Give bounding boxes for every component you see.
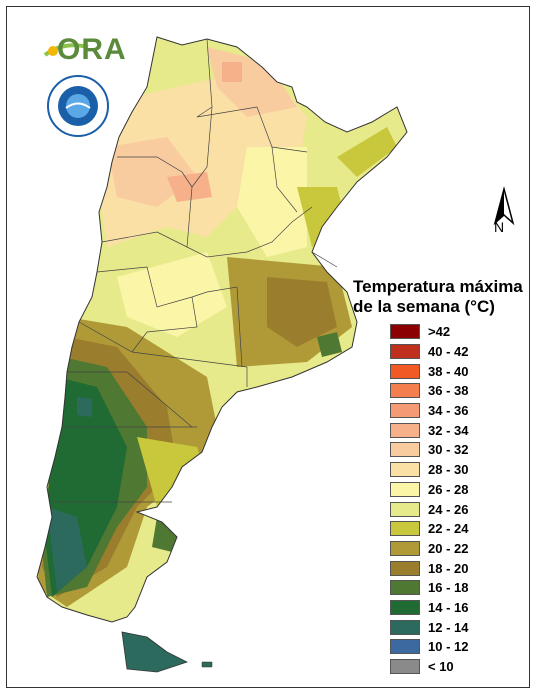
- legend-item: 40 - 42: [390, 342, 468, 362]
- legend-title-line2: de la semana (°C): [353, 297, 495, 316]
- legend-title: Temperatura máxima de la semana (°C): [353, 277, 538, 317]
- legend-swatch: [390, 560, 420, 576]
- island: [201, 661, 213, 668]
- north-arrow-icon: [493, 186, 515, 226]
- legend-swatch: [390, 639, 420, 655]
- legend-label: 28 - 30: [428, 462, 469, 478]
- legend-label: 18 - 20: [428, 560, 469, 576]
- legend-item: 20 - 22: [390, 539, 468, 559]
- legend-item: 12 - 14: [390, 617, 468, 637]
- legend-item: 36 - 38: [390, 381, 468, 401]
- legend-swatch: [390, 619, 420, 635]
- legend-label: 10 - 12: [428, 639, 469, 655]
- legend-label: 30 - 32: [428, 442, 469, 458]
- legend-item: 24 - 26: [390, 499, 468, 519]
- legend-label: 22 - 24: [428, 521, 469, 537]
- legend-swatch: [390, 540, 420, 556]
- legend-title-line1: Temperatura máxima: [353, 277, 523, 296]
- legend-swatch: [390, 403, 420, 419]
- legend-list: >42 40 - 42 38 - 40 36 - 38 34 - 36 32 - 34 30…: [390, 322, 468, 676]
- north-label: N: [494, 219, 505, 235]
- legend-label: 16 - 18: [428, 580, 469, 596]
- legend-swatch: [390, 363, 420, 379]
- ora-logo-icon: [43, 43, 89, 57]
- legend-swatch: [390, 481, 420, 497]
- country-outline: [36, 36, 408, 623]
- legend-swatch: [390, 580, 420, 596]
- legend-label: 12 - 14: [428, 619, 469, 635]
- legend-swatch: [390, 422, 420, 438]
- legend-label: 26 - 28: [428, 481, 469, 497]
- legend-swatch: [390, 521, 420, 537]
- legend-item: 14 - 16: [390, 598, 468, 618]
- legend-item: 38 - 40: [390, 361, 468, 381]
- legend-label: 24 - 26: [428, 501, 469, 517]
- legend-item: >42: [390, 322, 468, 342]
- legend-swatch: [390, 383, 420, 399]
- legend-item: 28 - 30: [390, 460, 468, 480]
- legend-label: 32 - 34: [428, 422, 469, 438]
- legend-label: < 10: [428, 659, 454, 675]
- legend-item: 18 - 20: [390, 558, 468, 578]
- legend-item: 16 - 18: [390, 578, 468, 598]
- smn-seal-icon: [47, 75, 109, 137]
- legend-swatch: [390, 501, 420, 517]
- legend-item: 32 - 34: [390, 420, 468, 440]
- legend-item: < 10: [390, 657, 468, 677]
- legend-item: 30 - 32: [390, 440, 468, 460]
- argentina-temperature-map: [36, 36, 408, 673]
- legend-label: 14 - 16: [428, 599, 469, 615]
- legend-label: 34 - 36: [428, 403, 469, 419]
- province-boundaries: [52, 38, 338, 503]
- legend-label: 38 - 40: [428, 363, 469, 379]
- legend-item: 26 - 28: [390, 480, 468, 500]
- legend-swatch: [390, 659, 420, 675]
- legend-label: 36 - 38: [428, 383, 469, 399]
- legend-swatch: [390, 344, 420, 360]
- legend-item: 10 - 12: [390, 637, 468, 657]
- legend-item: 34 - 36: [390, 401, 468, 421]
- ora-logo-text: ORA: [57, 33, 127, 66]
- temperature-zones: [37, 37, 407, 622]
- legend-swatch: [390, 442, 420, 458]
- legend-swatch: [390, 462, 420, 478]
- tierra-del-fuego: [121, 631, 189, 673]
- legend-label: >42: [428, 324, 451, 340]
- legend-swatch: [390, 324, 420, 340]
- legend-swatch: [390, 599, 420, 615]
- legend-item: 22 - 24: [390, 519, 468, 539]
- legend-label: 40 - 42: [428, 344, 469, 360]
- legend-label: 20 - 22: [428, 540, 469, 556]
- map-frame: ORA N Temperatura máxima de la semana (°…: [6, 6, 530, 688]
